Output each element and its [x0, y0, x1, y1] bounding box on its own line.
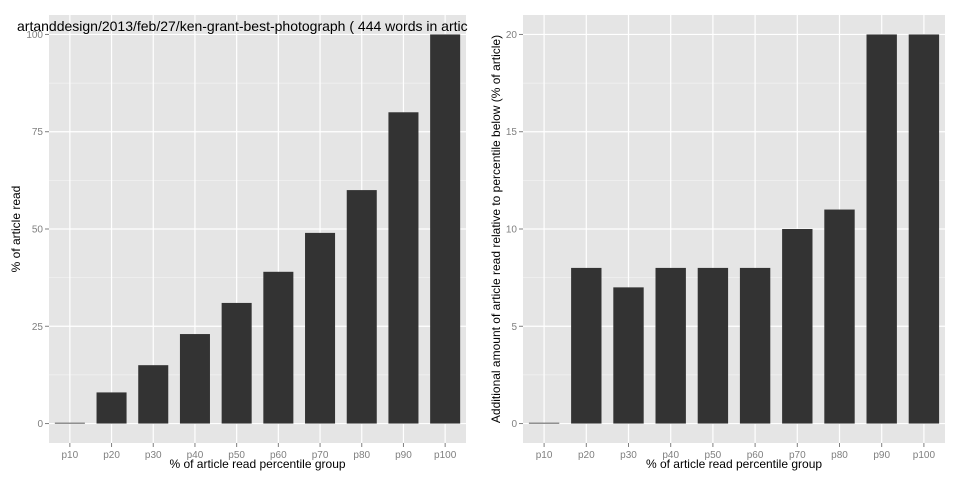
y-tick-label: 25	[32, 322, 44, 333]
y-tick-label: 0	[511, 419, 517, 430]
bar-p10	[528, 422, 560, 424]
bar-p50	[221, 302, 252, 424]
chart-left: 0 25 50 75 100 p10 p20 p30 p40 p50 p60 p70 p80 p90 p10…	[9, 15, 468, 471]
x-tick-label: p10	[62, 450, 79, 461]
x-tick-label: p10	[536, 450, 553, 461]
x-tick-label: p40	[662, 450, 679, 461]
x-tick-label: p20	[578, 450, 595, 461]
y-tick-label: 10	[506, 225, 518, 236]
y-tick-label: 50	[32, 225, 44, 236]
chart-right: 0 5 10 15 20 p10 p20 p30 p40 p50 p60 p70 p80 p90 p100%…	[489, 15, 945, 471]
y-axis-title: Additional amount of article read relati…	[489, 35, 503, 423]
x-tick-label: p90	[395, 450, 412, 461]
y-tick-label: 75	[32, 127, 44, 138]
bar-p20	[571, 267, 602, 424]
bar-p80	[824, 209, 855, 424]
y-tick-label: 20	[506, 30, 518, 41]
bar-p70	[305, 232, 336, 424]
x-tick-label: p80	[831, 450, 848, 461]
x-tick-label: p20	[103, 450, 120, 461]
x-tick-label: p50	[705, 450, 722, 461]
bar-p100	[430, 34, 461, 424]
x-tick-label: p60	[270, 450, 287, 461]
bar-p20	[96, 392, 127, 424]
bar-p30	[613, 287, 644, 424]
bar-p80	[346, 190, 377, 424]
bar-p30	[138, 365, 169, 424]
x-tick-label: p50	[228, 450, 245, 461]
x-tick-label: p30	[145, 450, 162, 461]
x-axis-title: % of article read percentile group	[169, 457, 345, 471]
y-axis-title: % of article read	[9, 186, 23, 273]
x-tick-label: p100	[913, 450, 936, 461]
bar-p90	[866, 34, 897, 424]
x-tick-label: p30	[620, 450, 637, 461]
bar-p90	[388, 112, 419, 424]
bar-p50	[697, 267, 729, 424]
y-tick-label: 5	[511, 322, 517, 333]
y-tick-label: 0	[37, 419, 43, 430]
x-tick-label: p90	[873, 450, 890, 461]
x-tick-label: p70	[789, 450, 806, 461]
bar-p60	[739, 267, 771, 424]
x-tick-label: p100	[434, 450, 457, 461]
bar-p70	[782, 229, 813, 424]
bar-p10	[54, 422, 85, 424]
x-tick-label: p60	[747, 450, 764, 461]
x-axis-title: % of article read percentile group	[646, 457, 822, 471]
chart-title: artanddesign/2013/feb/27/ken-grant-best-…	[17, 18, 468, 34]
x-tick-label: p70	[312, 450, 329, 461]
y-tick-label: 100	[26, 30, 43, 41]
bar-p60	[263, 271, 294, 424]
x-tick-label: p40	[187, 450, 204, 461]
bar-p40	[655, 267, 686, 424]
bar-p40	[179, 334, 210, 424]
y-tick-label: 15	[506, 127, 518, 138]
x-tick-label: p80	[353, 450, 370, 461]
bar-p100	[908, 34, 940, 424]
